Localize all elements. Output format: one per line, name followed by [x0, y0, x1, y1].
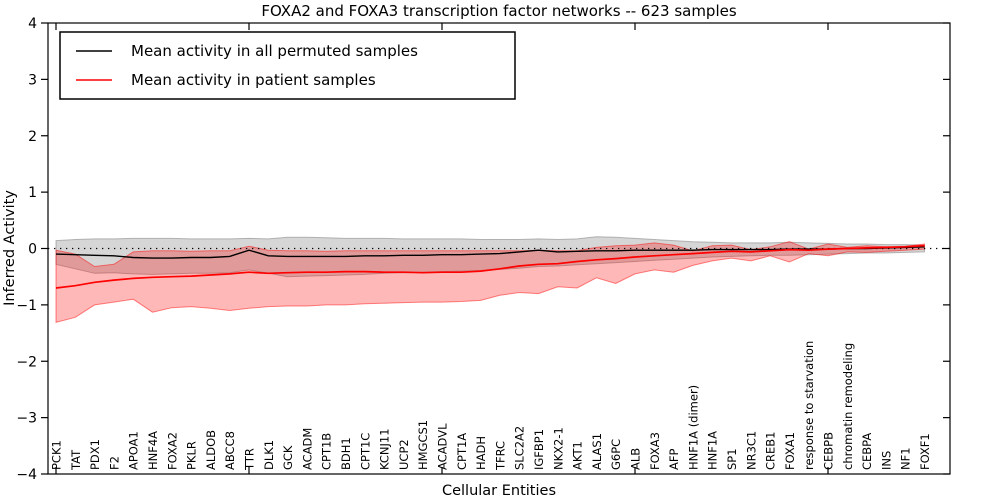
x-category-label: GCK: [281, 445, 295, 470]
x-category-label: PCK1: [50, 440, 64, 470]
y-tick-label: 3: [28, 72, 37, 88]
x-category-label: TAT: [69, 449, 83, 471]
x-category-label: INS: [879, 451, 893, 470]
legend-permuted-label: Mean activity in all permuted samples: [131, 42, 418, 60]
x-category-label: ALB: [629, 448, 643, 470]
x-category-labels: PCK1 TAT PDX1 F2 APOA1 HNF4A FOXA2 PKLR ALDOB ABC…: [50, 341, 933, 471]
x-category-label: FOXA2: [165, 432, 179, 470]
x-category-label: NKX2-1: [551, 427, 565, 470]
x-axis-label: Cellular Entities: [442, 483, 556, 499]
x-category-label: CREB1: [764, 432, 778, 471]
x-category-label: chromatin remodeling: [841, 343, 855, 470]
x-category-label: ABCC8: [223, 431, 237, 470]
x-category-label: ACADM: [300, 428, 314, 470]
x-category-label: FOXA1: [783, 432, 797, 470]
x-category-label: FOXF1: [918, 433, 932, 470]
patient-mean-line: [55, 244, 925, 289]
y-tick-labels: 4 3 2 1 0 −1 −2 −3 −4: [16, 16, 37, 483]
x-category-label: PKLR: [185, 441, 199, 470]
x-category-label: SP1: [725, 448, 739, 470]
y-tick-label: 2: [28, 129, 37, 145]
x-category-label: FOXA3: [648, 432, 662, 470]
x-category-label: CEBPB: [822, 432, 836, 470]
x-category-label: TFRC: [493, 441, 507, 471]
y-tick-label: 1: [28, 185, 37, 201]
y-tick-label: −4: [16, 467, 37, 483]
x-category-label: HADH: [474, 436, 488, 470]
permuted-std-band: [55, 236, 925, 278]
legend-box: [59, 31, 516, 100]
x-category-label: DLK1: [262, 440, 276, 470]
y-tick-label: −3: [16, 411, 37, 427]
x-category-label: BDH1: [339, 437, 353, 470]
x-category-label: G6PC: [609, 439, 623, 470]
confidence-bands: [55, 236, 925, 324]
x-category-label: AKT1: [571, 441, 585, 470]
axes-border: [47, 22, 951, 475]
x-category-label: F2: [107, 456, 121, 470]
legend-patient-label: Mean activity in patient samples: [131, 71, 376, 89]
x-category-label: IGFBP1: [532, 429, 546, 470]
x-category-label: HNF1A: [706, 431, 720, 470]
y-axis-label: Inferred Activity: [2, 190, 18, 306]
series-lines: [55, 244, 925, 289]
x-category-label: CEBPA: [860, 433, 874, 470]
x-category-label: ALDOB: [204, 430, 218, 470]
x-category-label: HMGCS1: [416, 420, 430, 470]
x-category-label: APOA1: [127, 431, 141, 470]
x-category-label: response to starvation: [802, 341, 816, 470]
y-tick-label: −1: [16, 298, 37, 314]
x-category-label: TTR: [243, 448, 257, 471]
x-category-label: ACADVL: [436, 423, 450, 470]
legend: Mean activity in all permuted samples Me…: [59, 31, 516, 100]
x-category-label: PDX1: [88, 439, 102, 470]
y-tick-label: 4: [28, 16, 37, 32]
x-category-label: NR3C1: [744, 431, 758, 470]
x-category-label: ALAS1: [590, 433, 604, 470]
x-category-label: NF1: [899, 447, 913, 470]
x-category-label: CPT1B: [320, 433, 334, 470]
x-category-label: SLC2A2: [513, 426, 527, 470]
x-category-label: HNF4A: [146, 431, 160, 470]
y-tick-label: −2: [16, 354, 37, 370]
x-category-label: CPT1A: [455, 433, 469, 470]
chart-title: FOXA2 and FOXA3 transcription factor net…: [261, 2, 737, 20]
x-category-label: UCP2: [397, 439, 411, 470]
x-category-label: AFP: [667, 449, 681, 470]
x-category-label: KCNJ11: [378, 428, 392, 470]
x-category-label: HNF1A (dimer): [686, 385, 700, 470]
x-category-label: CPT1C: [358, 433, 372, 470]
y-tick-label: 0: [28, 242, 37, 258]
